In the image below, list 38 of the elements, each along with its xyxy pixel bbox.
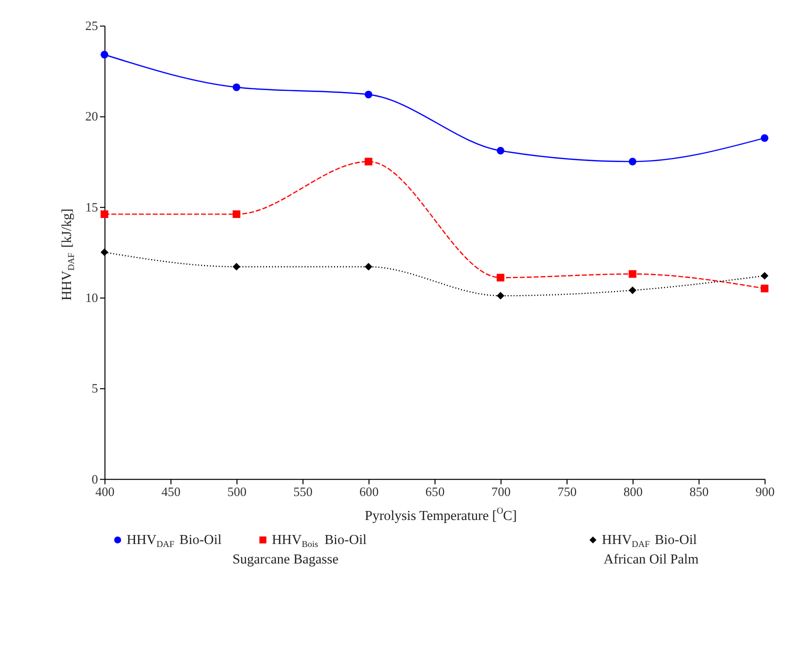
point bbox=[100, 248, 108, 256]
point bbox=[232, 262, 240, 271]
point bbox=[496, 292, 504, 300]
text: Sugarcane Bagasse bbox=[232, 552, 338, 567]
point bbox=[496, 274, 504, 282]
point bbox=[232, 83, 240, 92]
text: African Oil Palm bbox=[604, 552, 699, 567]
point bbox=[496, 146, 504, 155]
x-tick-label: 400 bbox=[95, 485, 115, 500]
x-tick-label: 450 bbox=[161, 485, 181, 500]
x-tick-label: 800 bbox=[623, 485, 643, 500]
point bbox=[100, 210, 108, 218]
y-tick-label: 0 bbox=[92, 472, 98, 486]
x-tick-label: 700 bbox=[491, 485, 511, 500]
point bbox=[760, 284, 768, 292]
point bbox=[760, 134, 768, 142]
y-axis-title: HHVDAF [kJ/kg] bbox=[58, 208, 76, 301]
y-tick-label: 25 bbox=[85, 19, 98, 34]
point bbox=[364, 90, 372, 98]
x-tick-label: 650 bbox=[425, 485, 445, 500]
x-tick-label: 600 bbox=[359, 485, 379, 500]
y-tick-label: 10 bbox=[85, 290, 98, 305]
x-tick-label: 750 bbox=[557, 485, 577, 500]
x-tick-label: 550 bbox=[293, 485, 313, 500]
point bbox=[232, 210, 240, 218]
point bbox=[760, 272, 768, 280]
y-tick-label: 20 bbox=[85, 110, 98, 124]
point bbox=[100, 50, 108, 58]
point bbox=[628, 158, 636, 166]
y-tick-label: 5 bbox=[92, 382, 98, 396]
y-tick-label: 15 bbox=[85, 200, 98, 214]
x-tick-label: 850 bbox=[689, 485, 709, 500]
x-tick-label: 500 bbox=[227, 485, 247, 500]
point bbox=[628, 286, 636, 294]
point bbox=[364, 262, 372, 271]
point bbox=[364, 158, 372, 166]
point bbox=[628, 270, 636, 278]
x-tick-label: 900 bbox=[755, 485, 775, 500]
